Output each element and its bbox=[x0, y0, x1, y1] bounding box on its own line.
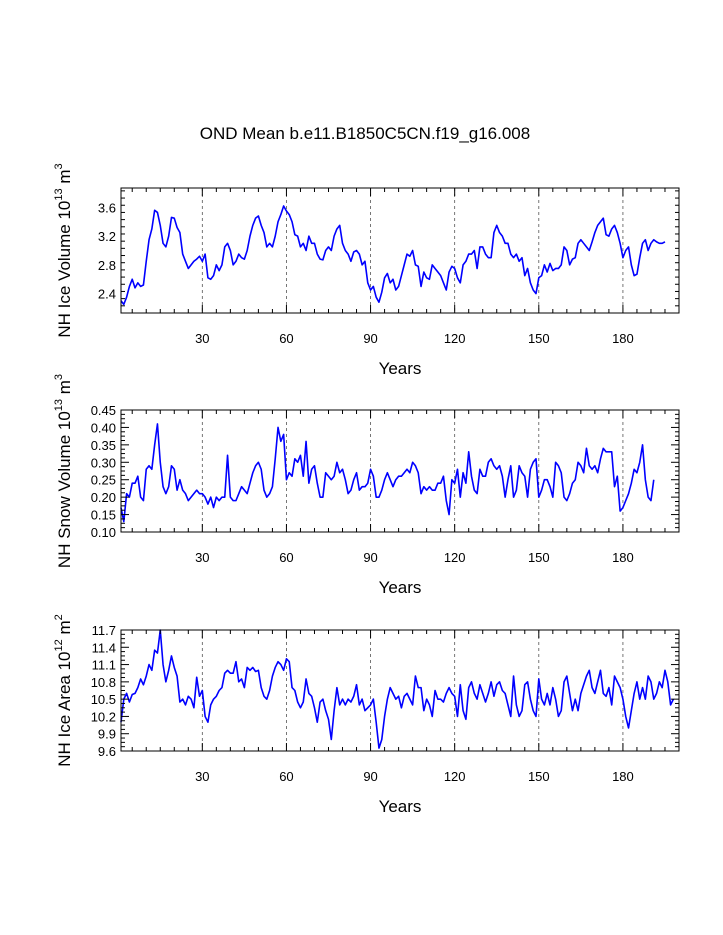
snow-volume-ytick-label: 0.40 bbox=[91, 420, 116, 435]
ice-volume-ylabel-exp: 13 bbox=[53, 188, 65, 200]
snow-volume-xtick-label: 120 bbox=[444, 550, 466, 565]
ice-area-ytick-label: 11.4 bbox=[92, 640, 116, 655]
ice-area-xtick-label: 30 bbox=[195, 769, 209, 784]
snow-volume-xtick-label: 30 bbox=[195, 550, 209, 565]
ice-area-ylabel-unit: m bbox=[55, 620, 74, 639]
ice-volume-ylabel-unit-exp: 3 bbox=[53, 163, 65, 169]
ice-area-ytick-label: 11.1 bbox=[92, 658, 116, 673]
ice-volume-xtick-label: 90 bbox=[363, 331, 377, 346]
ice-area-xtick-label: 60 bbox=[279, 769, 293, 784]
ice-area-ytick-label: 11.7 bbox=[92, 623, 116, 638]
snow-volume-ylabel-main: NH Snow Volume 10 bbox=[55, 411, 74, 568]
snow-volume-xtick-label: 150 bbox=[528, 550, 550, 565]
snow-volume-ytick-label: 0.20 bbox=[91, 490, 116, 505]
ice-area-ylabel-main: NH Ice Area 10 bbox=[55, 651, 74, 766]
ice-volume-xlabel: Years bbox=[379, 359, 422, 378]
ice-volume-ylabel: NH Ice Volume 1013 m3 bbox=[53, 163, 74, 337]
snow-volume-xtick-label: 60 bbox=[279, 550, 293, 565]
snow-volume-ytick-label: 0.25 bbox=[91, 473, 116, 488]
ice-volume-series-line bbox=[120, 205, 666, 306]
ice-volume-panel: 30 60 90 120 150 180 2.4 2.8 3.2 3.6 Years NH Ice V… bbox=[53, 163, 680, 378]
snow-volume-ytick-label: 0.30 bbox=[91, 455, 116, 470]
snow-volume-ylabel-exp: 13 bbox=[53, 399, 65, 411]
snow-volume-xtick-label: 90 bbox=[363, 550, 377, 565]
ice-area-xtick-label: 180 bbox=[612, 769, 634, 784]
ice-volume-xtick-label: 180 bbox=[612, 331, 634, 346]
ice-volume-ytick-label: 3.6 bbox=[98, 200, 116, 215]
ice-area-xtick-label: 150 bbox=[528, 769, 550, 784]
ice-volume-ytick-label: 3.2 bbox=[98, 229, 116, 244]
ice-area-xtick-label: 90 bbox=[363, 769, 377, 784]
ice-area-ytick-label: 10.2 bbox=[91, 709, 116, 724]
ice-area-ylabel: NH Ice Area 1012 m2 bbox=[53, 614, 74, 767]
ice-area-ytick-label: 9.6 bbox=[98, 744, 116, 759]
ice-area-ylabel-exp: 12 bbox=[53, 639, 65, 651]
ice-volume-xtick-label: 120 bbox=[444, 331, 466, 346]
ice-volume-ylabel-main: NH Ice Volume 10 bbox=[55, 201, 74, 338]
ice-volume-xtick-label: 60 bbox=[279, 331, 293, 346]
ice-area-ylabel-unit-exp: 2 bbox=[53, 614, 65, 620]
snow-volume-ytick-label: 0.45 bbox=[91, 403, 116, 418]
snow-volume-xtick-label: 180 bbox=[612, 550, 634, 565]
ice-area-xtick-label: 120 bbox=[444, 769, 466, 784]
ice-area-panel: 30 60 90 120 150 180 9.6 9.9 10.2 10.5 10.8 11.1 11.… bbox=[53, 614, 680, 816]
ice-volume-xtick-label: 150 bbox=[528, 331, 550, 346]
snow-volume-ytick-label: 0.10 bbox=[91, 525, 116, 540]
snow-volume-ylabel-unit-exp: 3 bbox=[53, 374, 65, 380]
figure-title: OND Mean b.e11.B1850C5CN.f19_g16.008 bbox=[200, 124, 530, 143]
snow-volume-panel: 30 60 90 120 150 180 0.10 0.15 0.20 0.25 0.30 0.35 0… bbox=[53, 374, 680, 597]
snow-volume-series-line bbox=[120, 423, 655, 523]
snow-volume-ylabel-unit: m bbox=[55, 380, 74, 399]
ice-volume-xtick-label: 30 bbox=[195, 331, 209, 346]
ice-area-series-line bbox=[120, 629, 675, 749]
snow-volume-ylabel: NH Snow Volume 1013 m3 bbox=[53, 374, 74, 568]
ice-volume-plot-frame bbox=[120, 187, 680, 314]
ice-volume-ytick-label: 2.4 bbox=[98, 287, 116, 302]
ice-volume-ylabel-unit: m bbox=[55, 169, 74, 188]
ice-area-ytick-label: 9.9 bbox=[98, 727, 116, 742]
ice-area-ytick-label: 10.8 bbox=[91, 675, 116, 690]
snow-volume-xlabel: Years bbox=[379, 578, 422, 597]
snow-volume-ytick-label: 0.35 bbox=[91, 438, 116, 453]
ice-volume-ytick-label: 2.8 bbox=[98, 258, 116, 273]
ice-area-xlabel: Years bbox=[379, 797, 422, 816]
snow-volume-ytick-label: 0.15 bbox=[91, 508, 116, 523]
ice-area-ytick-label: 10.5 bbox=[91, 692, 116, 707]
snow-volume-plot-frame bbox=[120, 409, 680, 533]
